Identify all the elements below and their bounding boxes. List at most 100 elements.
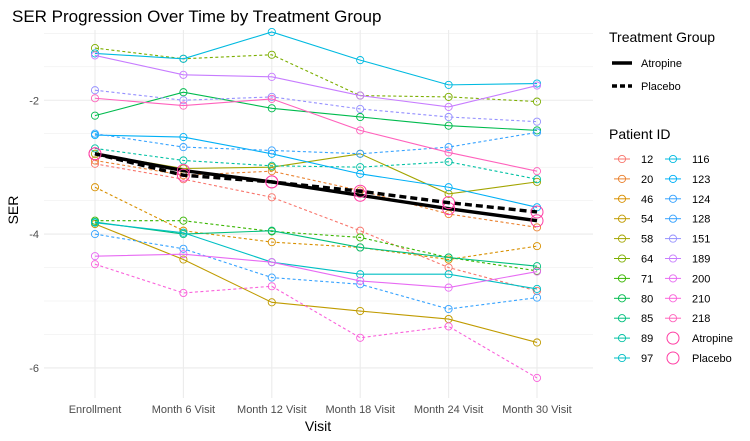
data-point: [532, 284, 542, 293]
legend-point: [668, 214, 678, 223]
data-point: [356, 149, 365, 158]
series-patient-89: [90, 144, 542, 184]
legend-item-20: 20: [614, 174, 653, 186]
x-tick-label: Month 12 Visit: [237, 404, 307, 416]
legend-label: 58: [641, 234, 653, 246]
series-line: [94, 89, 538, 123]
data-point: [444, 157, 453, 166]
legend-item-atropine: Atropine: [666, 331, 733, 345]
series-line: [94, 253, 538, 289]
x-axis-label: Visit: [305, 418, 331, 434]
data-point: [90, 129, 100, 138]
legend-point: [617, 174, 627, 183]
series-patient-46: [90, 183, 542, 264]
legend-label: 97: [641, 353, 653, 365]
series-line: [94, 263, 538, 379]
y-tick-label: -4: [29, 229, 39, 241]
legend-point: [617, 254, 627, 263]
legend-point: [668, 154, 678, 164]
legend-point: [666, 331, 680, 345]
data-point: [444, 143, 453, 152]
data-point: [179, 250, 188, 259]
data-point: [356, 276, 365, 285]
legend-point: [668, 234, 678, 243]
data-point: [532, 97, 542, 106]
data-point: [532, 286, 542, 295]
legend-point: [617, 314, 627, 323]
group-summary-lines: [88, 147, 544, 228]
legend-point: [668, 294, 678, 303]
legend-label: 210: [692, 293, 710, 305]
data-point: [532, 177, 542, 186]
data-point: [356, 233, 365, 242]
data-point: [356, 226, 365, 235]
series-line: [94, 147, 538, 180]
data-point: [267, 72, 276, 81]
data-point: [179, 288, 188, 298]
chart-title: SER Progression Over Time by Treatment G…: [12, 7, 381, 26]
summary-line: [94, 152, 538, 214]
data-point: [267, 282, 276, 291]
data-point: [90, 183, 100, 192]
legend-item-200: 200: [665, 273, 710, 285]
data-point: [267, 238, 276, 247]
legend-label: 89: [641, 333, 653, 345]
data-point: [90, 111, 100, 120]
legend-item-64: 64: [614, 254, 653, 266]
series-patient-128: [90, 128, 542, 158]
data-point: [532, 242, 542, 251]
legend-item-12: 12: [614, 154, 653, 166]
series-patient-12: [90, 159, 542, 295]
data-point: [356, 163, 365, 172]
x-tick-label: Enrollment: [69, 404, 122, 416]
legend-patient-title: Patient ID: [609, 126, 670, 142]
summary-point: [530, 214, 544, 228]
x-tick-label: Month 24 Visit: [414, 404, 484, 416]
series-patient-71: [90, 216, 542, 275]
legend-label: 46: [641, 194, 653, 206]
data-point: [267, 298, 276, 307]
legend-label: 71: [641, 273, 653, 285]
data-point: [179, 133, 188, 142]
legend-point: [617, 353, 627, 363]
legend-point: [617, 234, 627, 243]
legend-treatment-title: Treatment Group: [609, 29, 715, 45]
legend-label: 151: [692, 234, 710, 246]
series-line: [94, 91, 538, 131]
series-line: [94, 97, 538, 172]
legend-item-128: 128: [665, 214, 710, 226]
legend-label: 218: [692, 313, 710, 325]
data-point: [267, 273, 276, 282]
summary-point: [442, 196, 456, 210]
data-point: [90, 252, 100, 261]
data-point: [179, 255, 188, 264]
legend-item-58: 58: [614, 234, 653, 246]
legend-label: 85: [641, 313, 653, 325]
data-point: [444, 270, 453, 279]
data-point: [444, 283, 453, 292]
data-point: [90, 156, 100, 165]
series-line: [94, 54, 538, 108]
series-lines: [90, 27, 542, 382]
data-point: [444, 189, 453, 198]
y-tick-label: -6: [29, 363, 39, 375]
series-patient-218: [90, 94, 542, 176]
data-point: [267, 27, 276, 37]
data-point: [90, 49, 100, 58]
data-point: [356, 243, 365, 252]
data-point: [532, 338, 542, 347]
series-line: [94, 131, 538, 155]
x-tick-label: Month 6 Visit: [152, 404, 215, 416]
legend-item-97: 97: [614, 353, 653, 365]
grid: [44, 30, 593, 398]
data-point: [90, 230, 100, 239]
legend-point: [617, 214, 627, 223]
legend-item-54: 54: [614, 214, 653, 226]
summary-line: [94, 152, 538, 223]
summary-placebo: [88, 147, 544, 219]
data-point: [267, 258, 276, 267]
series-line: [94, 186, 538, 261]
legend-label: 20: [641, 174, 653, 186]
y-axis: -2 -4 -6: [29, 95, 39, 375]
data-point: [356, 126, 365, 135]
